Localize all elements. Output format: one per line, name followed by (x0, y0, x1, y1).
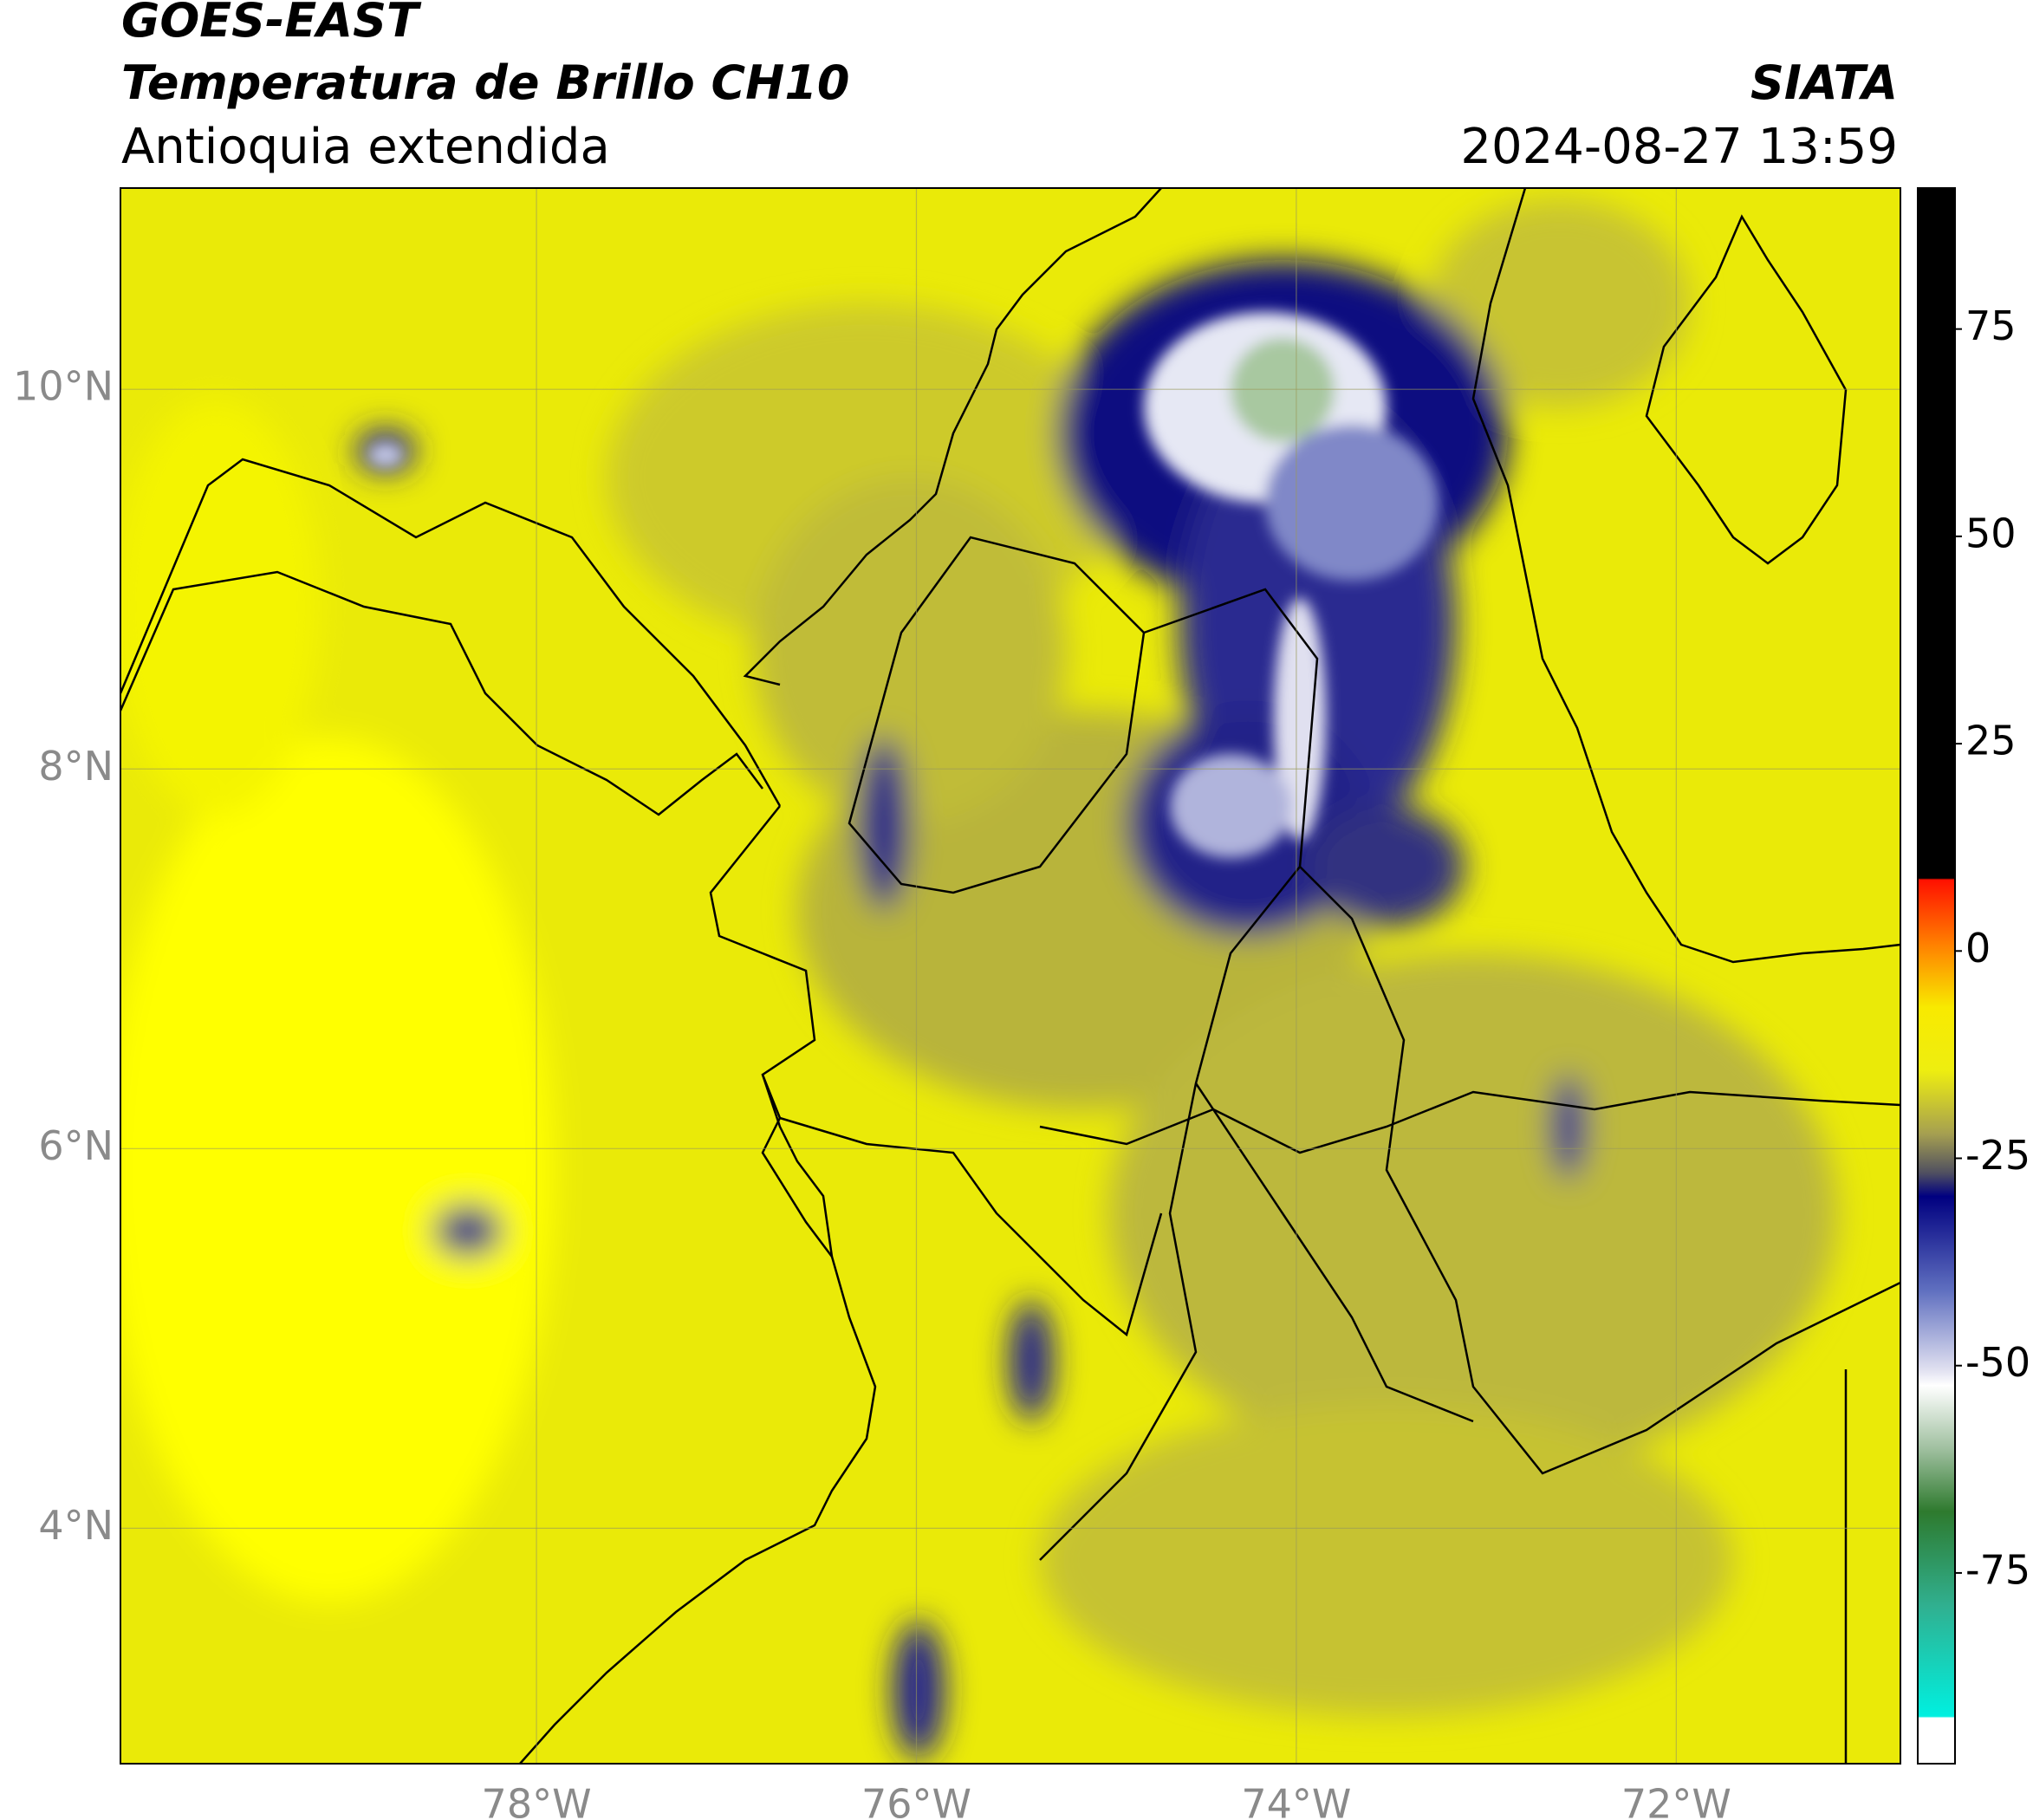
header: GOES-EAST Temperatura de Brillo CH10 Ant… (121, 0, 1898, 175)
colorbar-tick-label: 75 (1965, 302, 2017, 349)
coastlines (120, 188, 1900, 1764)
cloud-core (368, 312, 1439, 858)
region: Antioquia extendida (121, 119, 610, 175)
datetime: 2024-08-27 13:59 (1460, 119, 1898, 175)
colorbar-tick-label: 50 (1965, 510, 2017, 556)
axes: 78°W 76°W 74°W 72°W 4°N 6°N 8°N 10°N -75 -50 -25 0 2… (13, 302, 2030, 1820)
subtitle: Temperatura de Brillo CH10 (121, 55, 850, 110)
y-tick-label: 10°N (13, 363, 114, 410)
x-tick-label: 74°W (1241, 1781, 1351, 1820)
x-tick-label: 76°W (861, 1781, 971, 1820)
colorbar-ramp (1917, 187, 1956, 1765)
colorbar-tick-label: -50 (1965, 1339, 2030, 1386)
colorbar-tick-label: -75 (1965, 1546, 2030, 1593)
graticule (120, 188, 1900, 1764)
title: GOES-EAST (121, 0, 422, 48)
cloud-field (120, 199, 1837, 1759)
colorbar (1917, 187, 1956, 1765)
colorbar-tick-label: -25 (1965, 1132, 2030, 1179)
x-tick-label: 78°W (482, 1781, 592, 1820)
source: SIATA (1750, 55, 1898, 110)
map-image (120, 188, 1900, 1764)
colorbar-tick-label: 0 (1965, 925, 1991, 972)
y-tick-label: 6°N (38, 1122, 114, 1169)
y-tick-label: 4°N (38, 1502, 114, 1549)
map-frame (120, 187, 1901, 1765)
colorbar-tick-label: 25 (1965, 718, 2017, 764)
y-tick-label: 8°N (38, 743, 114, 790)
x-tick-label: 72°W (1621, 1781, 1731, 1820)
